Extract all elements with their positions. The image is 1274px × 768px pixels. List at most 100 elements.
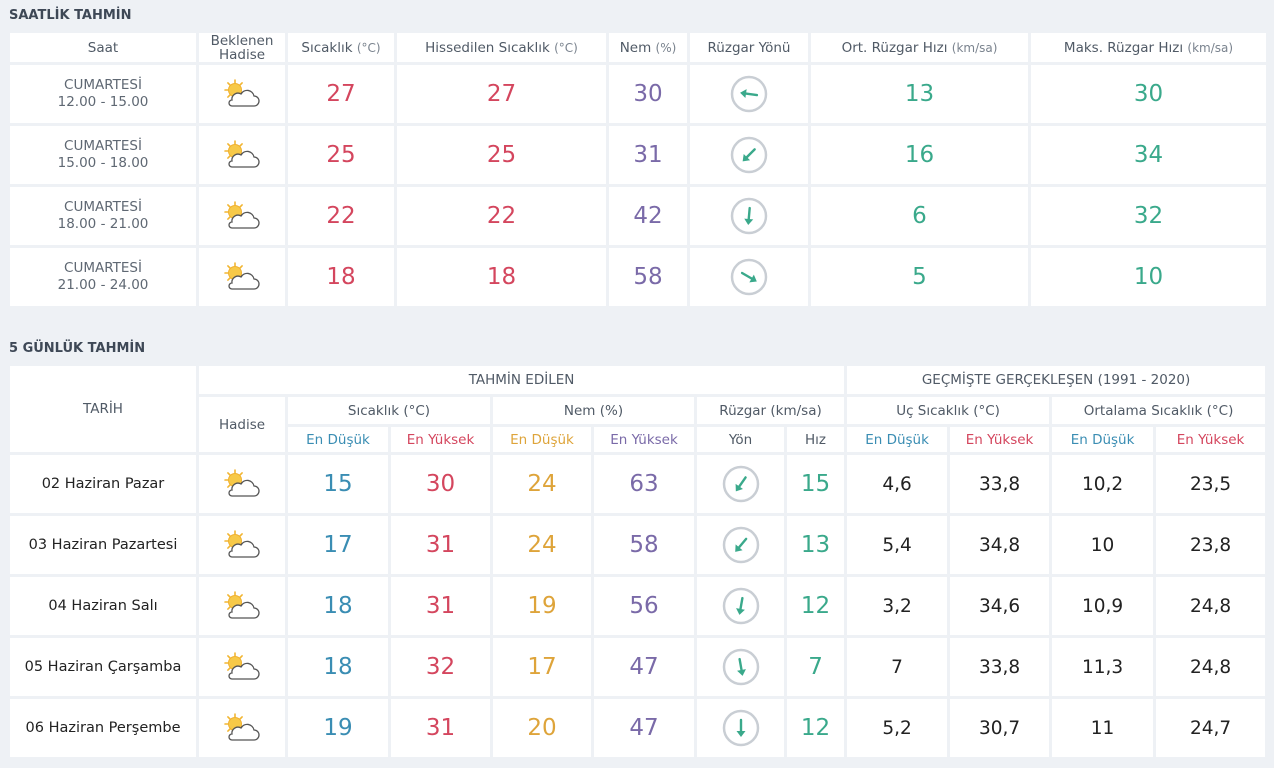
cell-text: 02 Haziran Pazar [41,476,165,492]
row: 03 Haziran Pazartesi 17 31 24 58 13 5,4 34,8 10 2… [10,516,1266,574]
wind-arrow [730,258,768,296]
row: 06 Haziran Perşembe 19 31 20 47 12 5,2 30,7 11 24… [10,699,1266,757]
cell-text: 18 [326,264,356,290]
cell-text: 23,8 [1189,534,1232,556]
cell [697,455,784,513]
cell: 10,2 [1052,455,1154,513]
wind-arrow [722,465,759,503]
cell-text: Ortalama Sıcaklık (°C) [1083,402,1234,419]
cell: 24 [493,455,591,513]
day: CUMARTESİ [64,138,142,154]
wind-arrow [730,136,768,174]
cell: 5,4 [847,516,948,574]
section-title: 5 GÜNLÜK TAHMİN [9,341,146,356]
header: TARİH [83,401,123,417]
cell-text: En Yüksek [406,431,475,448]
cell-text: 33,8 [978,656,1021,678]
cell: 34 [1031,126,1266,184]
header-label: Sıcaklık [301,39,353,56]
cell-text: 19 [323,715,353,741]
cell: 30 [391,455,490,513]
cell-text: 17 [323,532,353,558]
cell: 58 [594,516,694,574]
cell [199,187,285,245]
cell: 47 [594,699,694,757]
cell-text: 11 [1090,717,1115,739]
row: CUMARTESİ 12.00 - 15.00 27 27 30 13 30 [10,65,1266,123]
cell [199,638,285,696]
cell-text: 4,6 [882,473,912,495]
cell-text: 06 Haziran Perşembe [25,720,181,736]
cell-text: 03 Haziran Pazartesi [28,537,178,553]
header-label: Ort. Rüzgar Hızı [841,39,948,56]
cell: 3,2 [847,577,948,635]
cell: 10 [1031,248,1266,306]
row: CUMARTESİ 15.00 - 18.00 25 25 31 16 34 [10,126,1266,184]
cell [697,516,784,574]
cell-text: 13 [904,81,935,107]
cell-text: Yön [728,431,753,448]
cell-text: 30 [1133,81,1164,107]
day: CUMARTESİ [64,77,142,93]
cell: 7 [787,638,845,696]
cell-text: 34,8 [978,534,1021,556]
cell-text: 31 [425,715,456,741]
header: Hadise [218,416,266,433]
cell-text: 22 [326,203,356,229]
cell: 23,5 [1156,455,1266,513]
header-cell: En Yüksek [594,427,694,452]
header-unit: (km/sa) [1187,40,1234,55]
header-cell: TAHMİN EDİLEN [199,366,845,394]
cell-text: 10,2 [1081,473,1124,495]
weather-icon [224,140,260,168]
cell-text: 58 [629,532,659,558]
cell: 02 Haziran Pazar [10,455,196,513]
cell-text: 20 [527,715,557,741]
cell: 12 [787,577,845,635]
cell [690,126,808,184]
cell-text: 24 [527,532,557,558]
header-unit: (°C) [356,40,381,55]
cell-text: 30 [425,471,456,497]
cell: 17 [493,638,591,696]
wind-arrow [730,75,768,113]
cell: 18 [288,638,388,696]
cell-text: 18 [323,593,353,619]
cell [697,699,784,757]
cell: 5,2 [847,699,948,757]
cell-text: 5 [912,264,927,290]
cell: 11,3 [1052,638,1154,696]
time: 12.00 - 15.00 [57,94,149,110]
header-cell: Yön [697,427,784,452]
cell: 31 [391,699,490,757]
cell: 42 [609,187,687,245]
section-title: SAATLİK TAHMİN [9,8,132,23]
cell: 19 [288,699,388,757]
wind-arrow [722,648,759,686]
cell: 25 [288,126,394,184]
header-cell: Saat [10,33,196,62]
cell-text: 5,2 [882,717,912,739]
header-cell: Ort. Rüzgar Hızı (km/sa) [811,33,1028,62]
cell: 24,8 [1156,577,1266,635]
cell: 30,7 [950,699,1050,757]
cell: 20 [493,699,591,757]
header-label: Beklenen Hadise [210,33,274,62]
day: CUMARTESİ [64,199,142,215]
cell-text: En Yüksek [965,431,1034,448]
hourly-table: Saat Beklenen Hadise Sıcaklık (°C) Hissedil… [7,30,1269,309]
cell-text: 31 [425,532,456,558]
header-label: Nem [619,39,652,56]
daily-table: TARİH TAHMİN EDİLEN GEÇMİŞTE GERÇEKLEŞEN… [7,363,1268,760]
cell-text: 25 [326,142,356,168]
cell-text: 24,7 [1189,717,1232,739]
cell: 5 [811,248,1028,306]
cell-text: 13 [800,532,831,558]
cell: CUMARTESİ 12.00 - 15.00 [10,65,196,123]
header-cell: GEÇMİŞTE GERÇEKLEŞEN (1991 - 2020) [847,366,1266,394]
cell: 06 Haziran Perşembe [10,699,196,757]
cell-text: 7 [891,656,903,678]
header-cell: Nem (%) [493,397,694,424]
cell-text: Nem (%) [563,402,624,419]
cell-text: 31 [425,593,456,619]
